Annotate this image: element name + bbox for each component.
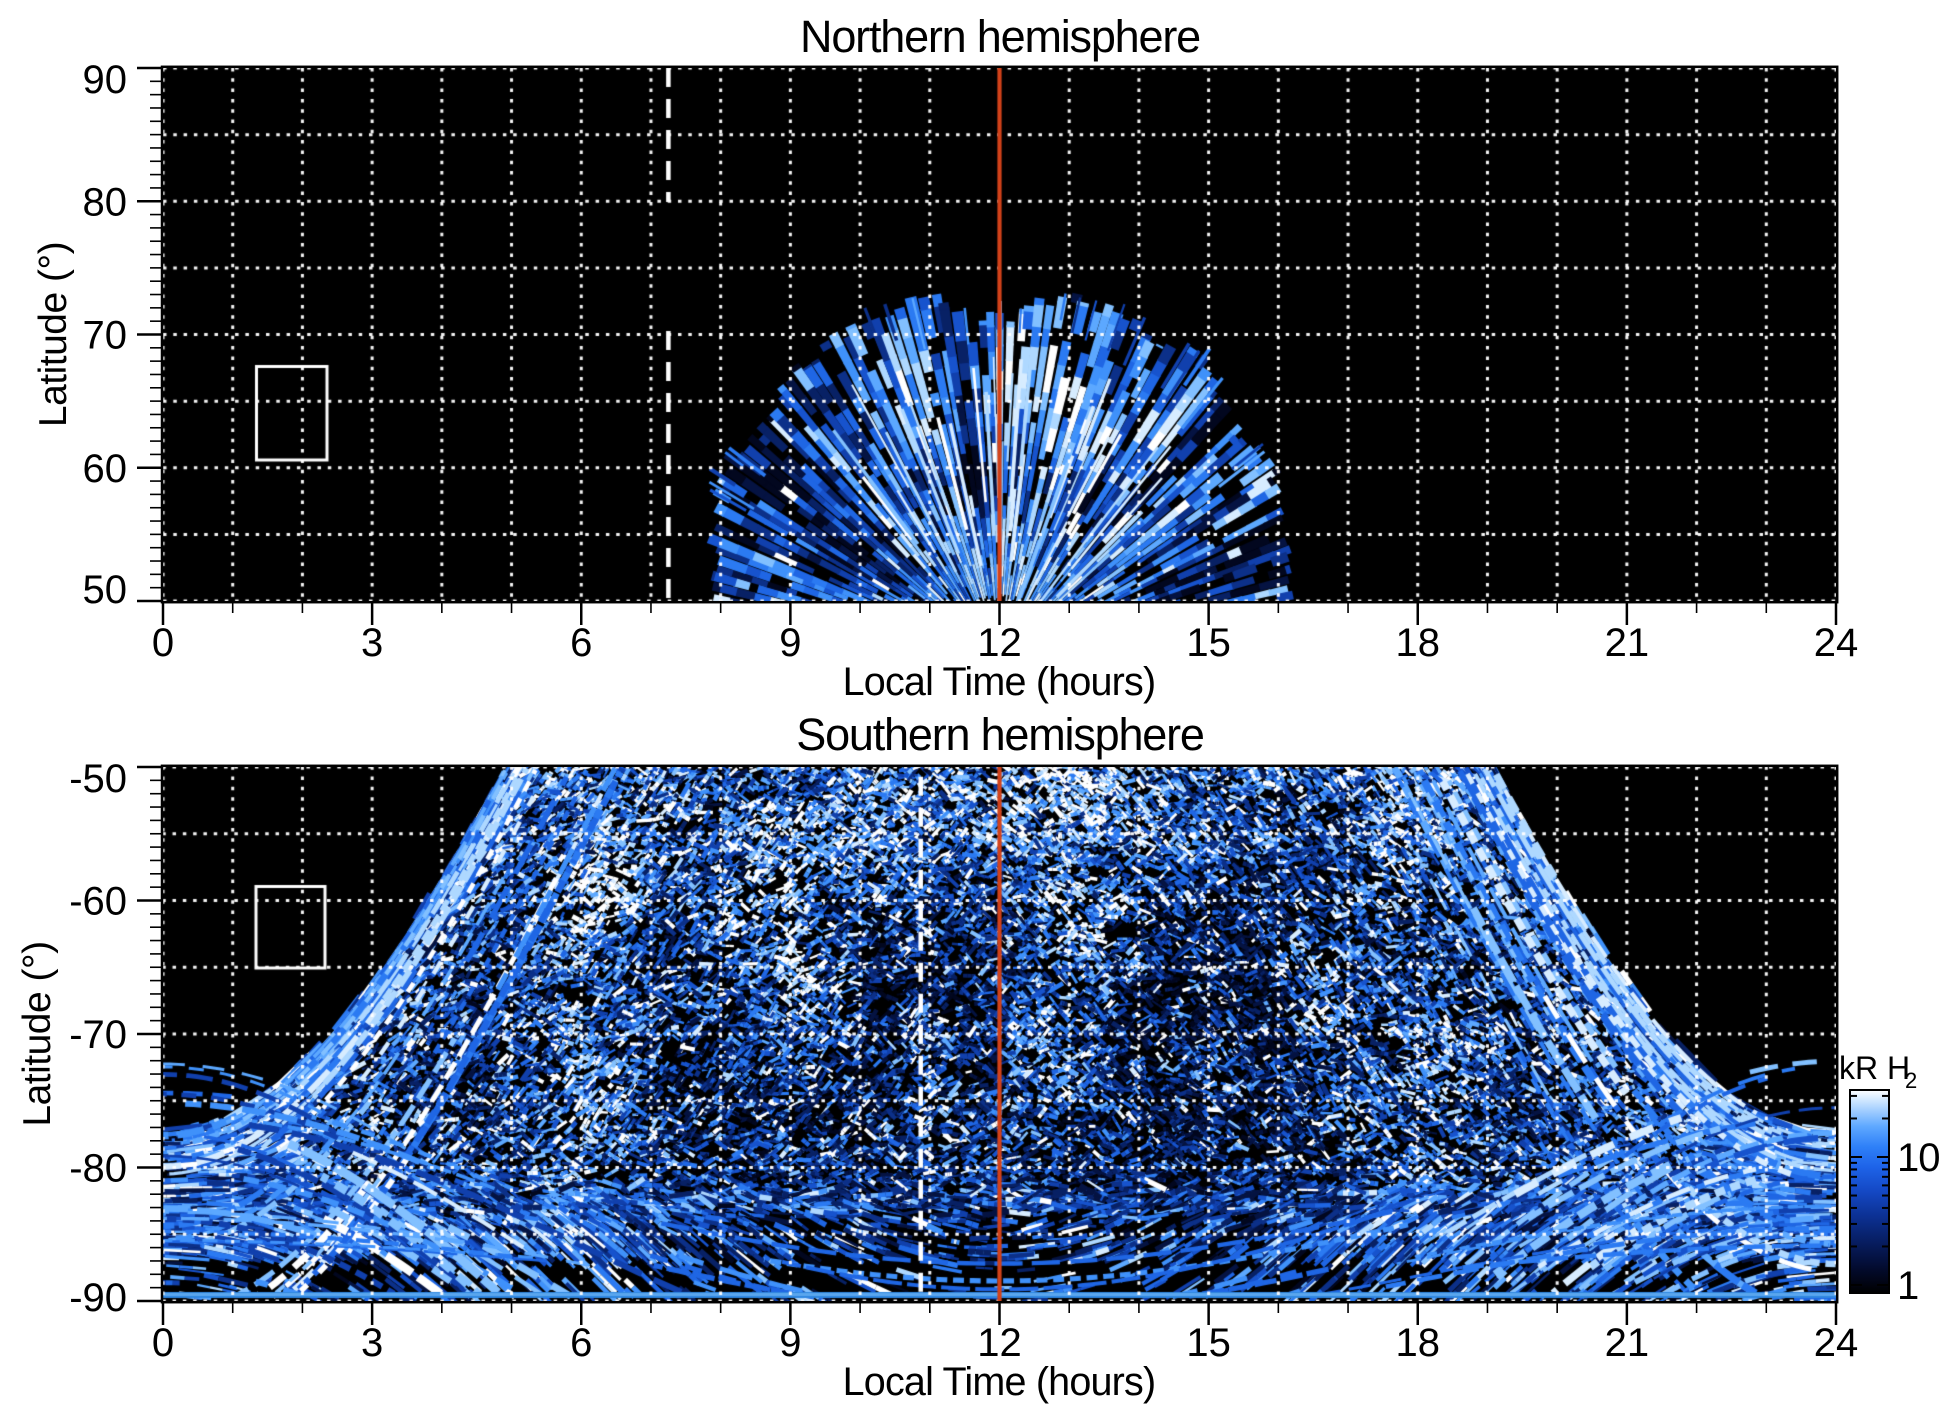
- svg-text:21: 21: [1605, 1321, 1650, 1365]
- svg-text:80: 80: [83, 180, 128, 224]
- svg-text:70: 70: [83, 314, 128, 358]
- svg-text:Latitude (°): Latitude (°): [16, 941, 59, 1126]
- svg-text:18: 18: [1396, 621, 1441, 665]
- svg-text:0: 0: [152, 1321, 174, 1365]
- svg-text:Local Time (hours): Local Time (hours): [843, 1360, 1156, 1404]
- svg-text:50: 50: [83, 568, 128, 612]
- svg-text:60: 60: [83, 447, 128, 491]
- svg-text:10: 10: [1897, 1136, 1940, 1180]
- svg-text:1: 1: [1897, 1264, 1919, 1308]
- svg-text:9: 9: [779, 1321, 801, 1365]
- svg-text:-90: -90: [69, 1276, 127, 1320]
- svg-text:3: 3: [361, 1321, 383, 1365]
- svg-text:Latitude (°): Latitude (°): [32, 242, 75, 427]
- svg-text:24: 24: [1814, 1321, 1859, 1365]
- svg-text:9: 9: [779, 621, 801, 665]
- svg-text:6: 6: [570, 621, 592, 665]
- svg-text:Local Time (hours): Local Time (hours): [843, 660, 1156, 704]
- svg-text:90: 90: [83, 58, 128, 102]
- svg-text:3: 3: [361, 621, 383, 665]
- svg-text:-50: -50: [69, 757, 127, 801]
- svg-text:Northern hemisphere: Northern hemisphere: [800, 11, 1200, 62]
- svg-text:15: 15: [1186, 621, 1231, 665]
- svg-text:-80: -80: [69, 1147, 127, 1191]
- svg-text:24: 24: [1814, 621, 1859, 665]
- svg-text:2: 2: [1905, 1068, 1917, 1093]
- svg-text:-60: -60: [69, 880, 127, 924]
- svg-text:18: 18: [1396, 1321, 1441, 1365]
- svg-text:12: 12: [977, 1321, 1022, 1365]
- svg-text:21: 21: [1605, 621, 1650, 665]
- svg-text:Southern hemisphere: Southern hemisphere: [796, 709, 1204, 760]
- svg-text:kR H: kR H: [1839, 1050, 1910, 1086]
- svg-text:12: 12: [977, 621, 1022, 665]
- svg-text:-70: -70: [69, 1013, 127, 1057]
- svg-text:15: 15: [1186, 1321, 1231, 1365]
- svg-text:0: 0: [152, 621, 174, 665]
- svg-text:6: 6: [570, 1321, 592, 1365]
